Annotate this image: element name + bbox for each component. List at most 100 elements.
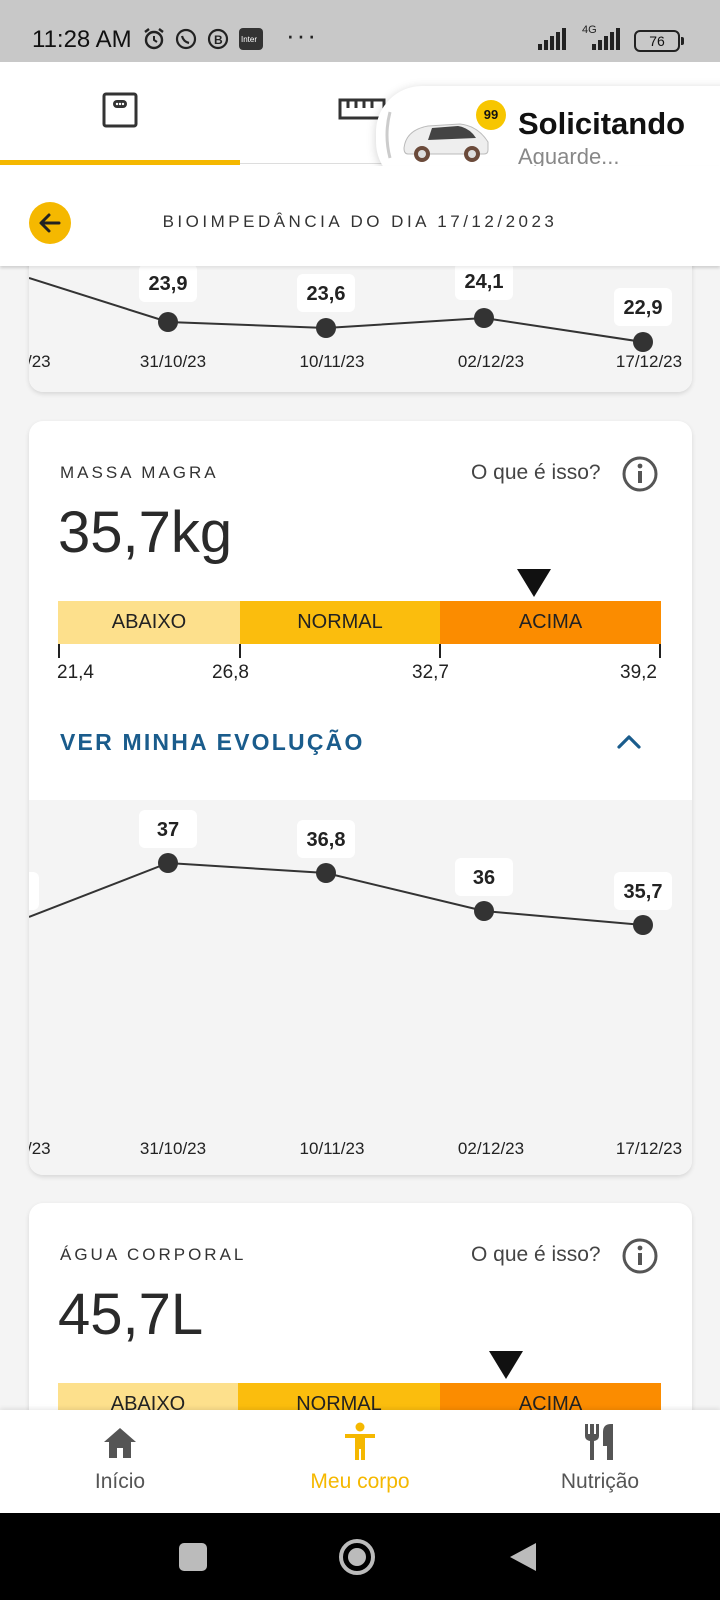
system-navigation-bar — [0, 1513, 720, 1600]
top-chart-point — [633, 332, 653, 352]
battery-indicator: 76 — [634, 30, 684, 52]
header-cover: BIOIMPEDÂNCIA DO DIA 17/12/2023 — [0, 166, 720, 266]
range-indicator-arrow — [489, 1351, 523, 1379]
whatsapp-icon — [175, 28, 197, 50]
home-button[interactable] — [338, 1538, 376, 1576]
lean-chart-label-bg — [614, 872, 672, 910]
lean-chart-line — [29, 861, 644, 926]
top-chart-data-label: 23,9 — [149, 273, 188, 295]
back-button[interactable] — [29, 202, 71, 244]
bank-app-icon: Inter — [239, 28, 263, 50]
notification-title: Solicitando — [518, 106, 686, 141]
back-nav-button[interactable] — [508, 1541, 538, 1573]
lean-chart-x-label: 10/11/23 — [300, 1139, 365, 1158]
business-icon: B — [207, 28, 229, 50]
top-chart-label-bg — [614, 288, 672, 326]
what-is-link[interactable]: O que é isso? — [471, 1243, 601, 1266]
lean-chart-point — [158, 853, 178, 873]
fork-knife-icon — [585, 1424, 613, 1460]
lean-chart-x-label: 02/12/23 — [458, 1139, 524, 1158]
top-chart-data-label: 22,9 — [624, 297, 663, 319]
lean-chart-label-bg — [139, 810, 197, 848]
lean-mass-value: 35,7kg — [58, 500, 233, 565]
info-icon[interactable] — [621, 1237, 659, 1275]
range-tick-label: 26,8 — [212, 662, 249, 683]
view-evolution-toggle[interactable]: VER MINHA EVOLUÇÃO — [60, 729, 365, 755]
notification-edge — [385, 111, 392, 159]
lean-chart-label-bg — [297, 820, 355, 858]
network-type: 4G — [582, 24, 597, 36]
lean-chart-x-label: /23 — [29, 1139, 51, 1158]
top-chart-point — [316, 318, 336, 338]
top-chart-data-label: 24,1 — [465, 271, 504, 293]
lean-chart-point — [633, 915, 653, 935]
body-icon — [345, 1422, 375, 1460]
nav-home[interactable]: Início — [0, 1410, 240, 1513]
range-tick — [439, 644, 441, 658]
range-tick — [58, 644, 60, 658]
top-chart-x-label: 31/10/23 — [140, 352, 206, 371]
range-tick — [239, 644, 241, 658]
home-icon — [104, 1428, 136, 1458]
what-is-link[interactable]: O que é isso? — [471, 461, 601, 484]
lean-chart-data-label: 36,8 — [307, 829, 346, 851]
page-title: BIOIMPEDÂNCIA DO DIA 17/12/2023 — [162, 212, 558, 231]
nav-my-body-label: Meu corpo — [310, 1470, 410, 1493]
more-notifications-icon: ··· — [286, 20, 318, 50]
top-chart-label-bg — [297, 274, 355, 312]
notification-badge: 99 — [476, 100, 506, 130]
car-icon — [403, 123, 489, 162]
range-indicator-arrow — [517, 569, 551, 597]
svg-text:Inter: Inter — [241, 35, 257, 44]
body-water-card: ÁGUA CORPORAL O que é isso? 45,7L ABAIXO… — [29, 1203, 692, 1443]
alarm-icon — [144, 28, 164, 50]
top-chart-data-label: 23,6 — [307, 283, 346, 305]
lean-chart-data-label: 35,7 — [624, 881, 663, 903]
svg-text:B: B — [214, 33, 223, 47]
lean-mass-card: MASSA MAGRA O que é isso? 35,7kg ABAIXO … — [29, 421, 692, 1175]
lean-chart-data-label: 36 — [473, 867, 495, 889]
body-water-label: ÁGUA CORPORAL — [60, 1245, 247, 1264]
range-tick-label: 39,2 — [620, 662, 657, 683]
top-chart-x-label: /23 — [29, 352, 51, 371]
range-above: ACIMA — [440, 601, 661, 644]
top-chart-x-label: 02/12/23 — [458, 352, 524, 371]
nav-my-body[interactable]: Meu corpo — [240, 1410, 480, 1513]
bottom-navigation: Início Meu corpo Nutrição — [0, 1410, 720, 1513]
nav-home-label: Início — [94, 1470, 146, 1493]
top-evolution-chart: 23,9 23,6 24,1 22,9 /23 31/10/23 10/11/2… — [29, 262, 682, 371]
range-below: ABAIXO — [58, 601, 240, 644]
chevron-up-icon[interactable] — [614, 729, 644, 755]
range-tick-label: 32,7 — [412, 662, 449, 683]
active-tab-indicator — [0, 160, 240, 165]
nav-nutrition-label: Nutrição — [560, 1470, 640, 1493]
scale-icon — [102, 92, 138, 128]
lean-chart-x-label: 17/12/23 — [616, 1139, 682, 1158]
range-tick — [659, 644, 661, 658]
notification-subtitle: Aguarde... — [518, 144, 620, 169]
nav-nutrition[interactable]: Nutrição — [480, 1410, 720, 1513]
lean-chart-point — [316, 863, 336, 883]
top-chart-label-bg — [139, 264, 197, 302]
range-normal: NORMAL — [240, 601, 440, 644]
evolution-chart-area — [29, 800, 692, 1175]
tab-bioimpedance[interactable] — [100, 90, 140, 130]
status-bar: 11:28 AM B Inter ··· 4G 76 — [0, 0, 720, 62]
top-chart-x-label: 10/11/23 — [300, 352, 365, 371]
top-chart-point — [474, 308, 494, 328]
range-tick-label: 21,4 — [57, 662, 94, 683]
status-time: 11:28 AM — [32, 26, 132, 53]
top-chart-x-label: 17/12/23 — [616, 352, 682, 371]
info-icon[interactable] — [621, 455, 659, 493]
lean-mass-label: MASSA MAGRA — [60, 463, 219, 482]
lean-chart-label-bg — [29, 872, 39, 910]
top-chart-point — [158, 312, 178, 332]
lean-chart-label-bg — [455, 858, 513, 896]
recent-apps-button[interactable] — [179, 1543, 207, 1571]
lean-chart-x-label: 31/10/23 — [140, 1139, 206, 1158]
lean-chart-point — [474, 901, 494, 921]
arrow-left-icon — [39, 213, 61, 233]
top-chart-label-bg — [455, 262, 513, 300]
body-water-value: 45,7L — [58, 1282, 204, 1347]
signal-icon-2 — [592, 28, 620, 50]
